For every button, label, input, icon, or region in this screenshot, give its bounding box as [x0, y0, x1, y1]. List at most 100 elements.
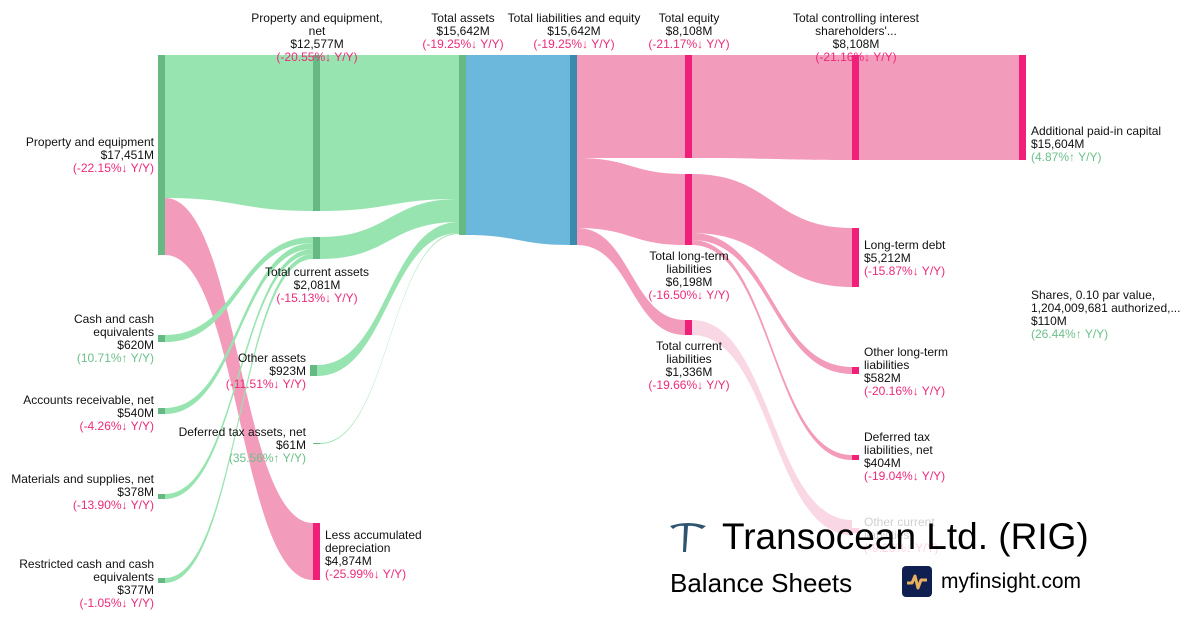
- node-name: Materials and supplies, net: [11, 472, 154, 486]
- link-te-to-tcis: [692, 55, 852, 160]
- link-dta-to-ta: [320, 233, 459, 444]
- link-ppenet-to-ta: [320, 55, 459, 211]
- node-lad[interactable]: [313, 523, 320, 580]
- label-tca: Total current assets $2,081M (-15.13%↓ Y/Y…: [253, 266, 381, 305]
- node-ppe[interactable]: [158, 55, 165, 255]
- link-ta-to-tle: [466, 55, 570, 245]
- node-name: Restricted cash and cash equivalents: [19, 557, 154, 584]
- node-value: $1,336M: [665, 365, 713, 379]
- node-oltl[interactable]: [852, 367, 859, 374]
- node-oa[interactable]: [310, 365, 317, 376]
- myfinsight-logo-icon: [902, 566, 932, 597]
- report-subtitle: Balance Sheets: [670, 568, 853, 598]
- label-tcl: Total current liabilities $1,336M (-19.66%…: [647, 340, 730, 392]
- label-tltl: Total long-term liabilities $6,198M (-16.5…: [641, 250, 737, 302]
- node-name: Total current assets: [264, 265, 370, 279]
- link-oa-to-ta: [317, 222, 459, 376]
- label-ta: Total assets $15,642M (-19.25%↓ Y/Y): [422, 12, 503, 51]
- node-tcis[interactable]: [852, 55, 859, 160]
- label-ppe: Property and equipment $17,451M (-22.15%↓ …: [13, 136, 154, 175]
- node-name: Property and equipment, net: [251, 11, 383, 38]
- label-dtl: Deferred tax liabilities, net $404M (-19.0…: [864, 431, 966, 483]
- label-cash: Cash and cash equivalents $620M (10.71%↑ Y…: [71, 313, 154, 365]
- label-te: Total equity $8,108M (-21.17%↓ Y/Y): [648, 12, 729, 51]
- company-header: Transocean Ltd. (RIG): [668, 516, 1089, 558]
- node-change: (-15.13%↓ Y/Y): [276, 291, 358, 305]
- label-tle: Total liabilities and equity $15,642M (-19…: [507, 12, 641, 51]
- node-value: $923M: [269, 364, 306, 378]
- label-oltl: Other long-term liabilities $582M (-20.16%…: [864, 346, 960, 398]
- node-ltd[interactable]: [852, 228, 859, 287]
- node-dta[interactable]: [313, 443, 320, 444]
- link-ppe-to-lad: [165, 198, 313, 580]
- link-tcl-to-ocl: [692, 320, 852, 535]
- node-name: Total controlling interest shareholders'…: [792, 11, 920, 38]
- node-name: Shares, 0.10 par value, 1,204,009,681 au…: [1031, 288, 1181, 315]
- node-name: Less accumulated depreciation: [325, 528, 422, 555]
- node-name: Accounts receivable, net: [23, 393, 154, 407]
- node-change: (-20.55%↓ Y/Y): [276, 50, 358, 64]
- link-ar-to-tca: [165, 243, 313, 414]
- node-ocl[interactable]: [852, 528, 859, 533]
- node-change: (-11.51%↓ Y/Y): [225, 377, 306, 391]
- label-mat: Materials and supplies, net $378M (-13.90%…: [7, 473, 154, 512]
- link-tca-to-ta: [320, 199, 459, 259]
- node-change: (-13.90%↓ Y/Y): [72, 498, 154, 512]
- label-dta: Deferred tax assets, net $61M (35.56%↑ Y/Y…: [152, 426, 306, 465]
- node-mat[interactable]: [158, 494, 165, 499]
- node-value: $8,108M: [832, 37, 880, 51]
- node-change: (-21.16%↓ Y/Y): [815, 50, 897, 64]
- label-ltd: Long-term debt $5,212M (-15.87%↓ Y/Y): [864, 239, 954, 278]
- site-brand[interactable]: myfinsight.com: [902, 566, 1081, 597]
- node-name: Deferred tax liabilities, net: [864, 430, 933, 457]
- node-ar[interactable]: [158, 408, 165, 414]
- label-ar: Accounts receivable, net $540M (-4.26%↓ Y/…: [0, 394, 154, 433]
- node-change: (-25.99%↓ Y/Y): [325, 567, 407, 581]
- company-title: Transocean Ltd. (RIG): [722, 516, 1089, 557]
- site-name: myfinsight.com: [941, 569, 1082, 593]
- node-tltl[interactable]: [685, 174, 692, 245]
- node-cash[interactable]: [158, 335, 165, 342]
- node-rcash[interactable]: [158, 578, 165, 583]
- node-tcl[interactable]: [685, 320, 692, 335]
- label-apic: Additional paid-in capital $15,604M (4.87%…: [1031, 125, 1197, 164]
- node-value: $15,604M: [1031, 137, 1085, 151]
- link-mat-to-tca: [165, 249, 313, 499]
- label-rcash: Restricted cash and cash equivalents $377…: [0, 558, 154, 610]
- node-change: (-15.87%↓ Y/Y): [864, 264, 946, 278]
- node-dtl[interactable]: [852, 455, 859, 460]
- label-oa: Other assets $923M (-11.51%↓ Y/Y): [226, 352, 306, 391]
- link-rcash-to-tca: [165, 254, 313, 583]
- link-tcis-to-apic: [859, 55, 1019, 160]
- node-value: $8,108M: [665, 24, 713, 38]
- node-name: Additional paid-in capital: [1031, 124, 1162, 138]
- node-change: (-9.26%↓ Y/Y): [864, 541, 939, 555]
- node-value: $377M: [117, 583, 154, 597]
- node-value: $15,642M: [547, 24, 601, 38]
- node-name: Total long-term liabilities: [649, 249, 729, 276]
- node-ppenet[interactable]: [313, 55, 320, 211]
- node-tle[interactable]: [570, 55, 577, 245]
- node-name: Total liabilities and equity: [507, 11, 641, 25]
- node-ta[interactable]: [459, 55, 466, 235]
- node-te[interactable]: [685, 55, 692, 158]
- node-name: Cash and cash equivalents: [73, 312, 154, 339]
- link-tltl-to-dtl: [692, 240, 852, 460]
- node-value: $4,874M: [325, 554, 372, 568]
- node-value: $2,081M: [293, 278, 341, 292]
- node-change: (-19.04%↓ Y/Y): [864, 469, 946, 483]
- node-name: Total equity: [658, 11, 720, 25]
- node-change: (-21.17%↓ Y/Y): [648, 37, 730, 51]
- node-value: $12,577M: [290, 37, 344, 51]
- node-apic[interactable]: [1019, 55, 1026, 160]
- node-tca[interactable]: [313, 237, 320, 259]
- node-change: (-16.50%↓ Y/Y): [648, 288, 730, 302]
- node-name: Deferred tax assets, net: [178, 425, 306, 439]
- node-value: $6,198M: [665, 275, 713, 289]
- node-name: Other long-term liabilities: [864, 345, 949, 372]
- node-change: (-20.16%↓ Y/Y): [864, 384, 946, 398]
- label-lad: Less accumulated depreciation $4,874M (-25…: [325, 529, 427, 581]
- link-tle-to-te: [577, 55, 685, 158]
- node-value: $378M: [117, 485, 154, 499]
